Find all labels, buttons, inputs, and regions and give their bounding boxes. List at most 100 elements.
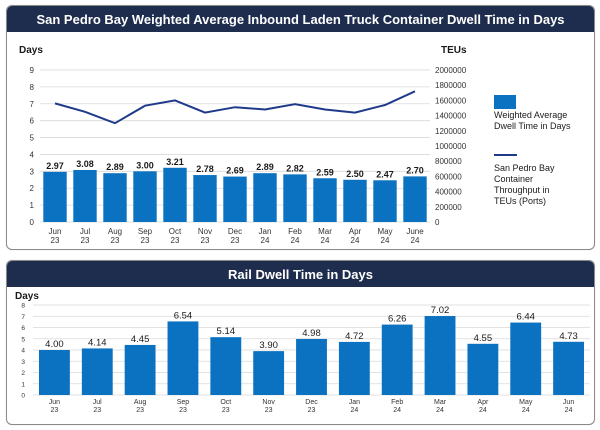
rail-dwell-data-label: 4.98 [302, 328, 321, 339]
rail-dwell-x-tick-month: Sep [177, 399, 190, 406]
rail-dwell-bar [38, 350, 70, 395]
rail-dwell-x-tick-month: Jun [563, 399, 574, 406]
truck-dwell-data-label: 2.59 [316, 167, 334, 177]
truck-dwell-x-tick-month: Mar [318, 227, 332, 236]
truck-dwell-bar [163, 167, 187, 222]
truck-dwell-y2-tick-label: 1600000 [435, 96, 467, 105]
truck-dwell-y-tick-label: 3 [30, 167, 35, 176]
rail-dwell-y-tick-label: 2 [21, 370, 25, 377]
rail-dwell-data-label: 4.00 [45, 339, 64, 350]
truck-dwell-x-tick-year: 23 [111, 236, 120, 245]
legend-label-teu-line-4: TEUs (Ports) [494, 196, 546, 206]
rail-dwell-y-axis-label: Days [15, 291, 39, 302]
truck-dwell-x-tick-year: 24 [381, 236, 390, 245]
rail-dwell-data-label: 4.45 [131, 334, 150, 345]
rail-dwell-y-tick-label: 8 [21, 303, 25, 310]
rail-dwell-bar [338, 341, 370, 395]
rail-dwell-y-tick-label: 3 [21, 359, 25, 366]
rail-dwell-bar [81, 348, 113, 395]
truck-dwell-bar [253, 173, 277, 222]
truck-dwell-y-tick-label: 6 [30, 117, 35, 126]
rail-dwell-x-tick-year: 23 [93, 407, 101, 414]
rail-dwell-x-tick-month: May [519, 399, 533, 406]
truck-dwell-y-tick-label: 8 [30, 83, 35, 92]
rail-dwell-data-label: 4.14 [88, 337, 107, 348]
truck-dwell-x-tick-year: 23 [231, 236, 240, 245]
truck-dwell-x-tick-year: 23 [141, 236, 150, 245]
truck-dwell-y2-tick-label: 800000 [435, 157, 462, 166]
truck-dwell-x-tick-month: Dec [228, 227, 242, 236]
rail-dwell-bar [296, 338, 327, 395]
rail-dwell-y-tick-label: 4 [21, 348, 25, 355]
truck-dwell-data-label: 2.78 [196, 164, 214, 174]
truck-dwell-y2-tick-label: 1400000 [435, 112, 467, 121]
truck-dwell-data-label: 2.89 [106, 162, 124, 172]
truck-dwell-bar [73, 169, 97, 222]
rail-dwell-data-label: 6.44 [516, 312, 535, 323]
truck-dwell-y-axis-label: Days [19, 45, 43, 56]
truck-dwell-y2-tick-label: 200000 [435, 203, 462, 212]
legend-label-teu-line-1: San Pedro Bay [494, 163, 555, 173]
truck-dwell-data-label: 2.47 [376, 169, 394, 179]
truck-dwell-x-tick-year: 23 [81, 236, 90, 245]
rail-dwell-data-label: 6.26 [388, 314, 407, 325]
truck-dwell-x-tick-month: Jul [80, 227, 90, 236]
truck-dwell-data-label: 2.82 [286, 163, 304, 173]
truck-dwell-x-tick-month: Jun [49, 227, 62, 236]
rail-dwell-bar [553, 341, 585, 395]
rail-dwell-x-tick-month: Jan [349, 399, 360, 406]
rail-dwell-x-tick-year: 23 [222, 407, 230, 414]
truck-dwell-x-tick-month: Sep [138, 227, 153, 236]
truck-dwell-y2-axis-label: TEUs [441, 45, 467, 56]
rail-dwell-x-tick-month: Feb [391, 399, 403, 406]
rail-dwell-bar [467, 343, 499, 395]
rail-dwell-x-tick-year: 23 [308, 407, 316, 414]
truck-dwell-y2-tick-label: 1200000 [435, 127, 467, 136]
rail-dwell-x-tick-month: Mar [434, 399, 447, 406]
rail-dwell-x-tick-month: Aug [134, 399, 147, 406]
truck-dwell-y2-tick-label: 2000000 [435, 66, 467, 75]
truck-dwell-data-label: 3.21 [166, 157, 184, 167]
truck-dwell-chart-title: San Pedro Bay Weighted Average Inbound L… [7, 6, 594, 32]
rail-dwell-x-tick-year: 24 [565, 407, 573, 414]
truck-dwell-bar [403, 176, 427, 222]
truck-dwell-x-tick-year: 24 [291, 236, 300, 245]
legend-swatch-dwell-bars [494, 95, 516, 109]
truck-dwell-x-tick-year: 24 [321, 236, 330, 245]
truck-dwell-y2-tick-label: 1000000 [435, 142, 467, 151]
truck-dwell-x-tick-year: 24 [411, 236, 420, 245]
rail-dwell-x-tick-year: 23 [265, 407, 273, 414]
truck-dwell-y2-tick-label: 1800000 [435, 81, 467, 90]
rail-dwell-x-tick-month: Oct [220, 399, 231, 406]
legend-label-teu-line-2: Container [494, 174, 533, 184]
truck-dwell-data-label: 2.97 [46, 161, 64, 171]
rail-dwell-bar [210, 337, 242, 395]
rail-dwell-data-label: 5.14 [217, 326, 236, 337]
legend-label-dwell-line-2: Dwell Time in Days [494, 121, 571, 131]
truck-dwell-y-tick-label: 5 [30, 134, 35, 143]
truck-dwell-bar [313, 178, 337, 222]
rail-dwell-bar [167, 321, 199, 395]
truck-dwell-data-label: 2.70 [406, 165, 424, 175]
truck-dwell-bar [223, 176, 247, 222]
truck-dwell-x-tick-year: 23 [171, 236, 180, 245]
rail-dwell-data-label: 6.54 [174, 310, 193, 321]
rail-dwell-x-tick-year: 24 [479, 407, 487, 414]
rail-dwell-y-tick-label: 7 [21, 314, 25, 321]
truck-dwell-y2-tick-label: 600000 [435, 172, 462, 181]
truck-dwell-data-label: 3.00 [136, 160, 154, 170]
rail-dwell-x-tick-year: 23 [179, 407, 187, 414]
truck-dwell-x-tick-month: Feb [288, 227, 302, 236]
truck-dwell-y-tick-label: 7 [30, 100, 35, 109]
rail-dwell-x-tick-year: 24 [436, 407, 444, 414]
rail-dwell-x-tick-year: 23 [136, 407, 144, 414]
truck-dwell-bar [103, 173, 127, 222]
rail-dwell-x-tick-year: 24 [393, 407, 401, 414]
rail-dwell-data-label: 4.72 [345, 331, 364, 342]
rail-dwell-x-tick-month: Nov [262, 399, 275, 406]
rail-dwell-bar [424, 316, 456, 395]
truck-dwell-bar [343, 179, 367, 222]
truck-dwell-x-tick-month: Aug [108, 227, 122, 236]
truck-dwell-x-tick-year: 24 [351, 236, 360, 245]
